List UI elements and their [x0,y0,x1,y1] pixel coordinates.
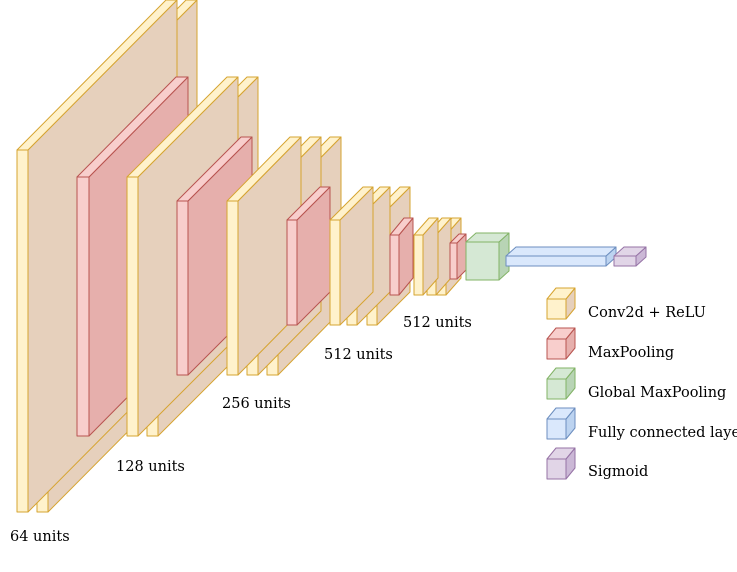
network-layers [16,0,647,513]
layer-conv-8-front [226,200,239,376]
legend-swatch-gpool [546,367,576,400]
legend-swatch-fc [546,407,576,440]
legend-global-maxpool-label: Global MaxPooling [588,385,726,401]
legend-maxpool-icon [546,327,576,360]
legend-conv-label: Conv2d + ReLU [588,305,706,321]
layer-pool-17 [449,233,467,280]
layer-conv-4-front [126,176,139,437]
block4-label: 512 units [403,315,472,331]
layer-pool-5-front [176,200,189,376]
layer-conv-16 [413,217,439,296]
layer-pool-9 [286,186,331,326]
layer-pool-13 [389,217,414,296]
layer-conv-12-front [329,219,341,326]
legend-swatch-sig [546,447,576,480]
layer-sig-20-front [613,255,637,267]
legend-fully-connected-label: Fully connected layer [588,425,737,441]
legend-swatch-fc-front [546,418,567,440]
legend-swatch-conv [546,287,576,320]
layer-pool-9-front [286,219,298,326]
legend: Conv2d + ReLU MaxPooling Global MaxPooli… [546,287,737,480]
legend-sigmoid-label: Sigmoid [588,464,648,480]
layer-fc-19-front [505,255,607,267]
layer-conv-16-front [413,234,424,296]
legend-swatch-sig-front [546,458,567,480]
legend-global-maxpool-icon [546,367,576,400]
layer-conv-1-front [16,149,29,513]
block-labels: 64 units 128 units 256 units 512 units 5… [10,315,472,545]
layer-gpool-18-front [465,241,500,281]
legend-swatch-gpool-front [546,378,567,400]
legend-swatch-pool [546,327,576,360]
block3-label: 256 units [222,396,291,412]
layer-pool-17-front [449,242,458,280]
layer-pool-13-front [389,234,400,296]
layer-conv-12 [329,186,374,326]
block2-label: 128 units [116,459,185,475]
block1-label: 64 units [10,529,70,545]
layer-gpool-18 [465,232,510,281]
layer-pool-2-front [76,176,90,437]
legend-sigmoid-icon [546,447,576,480]
layer-sig-20 [613,246,647,267]
layer-fc-19 [505,246,617,267]
legend-fully-connected-icon [546,407,576,440]
legend-conv-icon [546,287,576,320]
legend-swatch-pool-front [546,338,567,360]
block5-label: 512 units [324,347,393,363]
legend-swatch-conv-front [546,298,567,320]
layer-fc-19-top [505,246,617,257]
legend-maxpool-label: MaxPooling [588,345,674,361]
